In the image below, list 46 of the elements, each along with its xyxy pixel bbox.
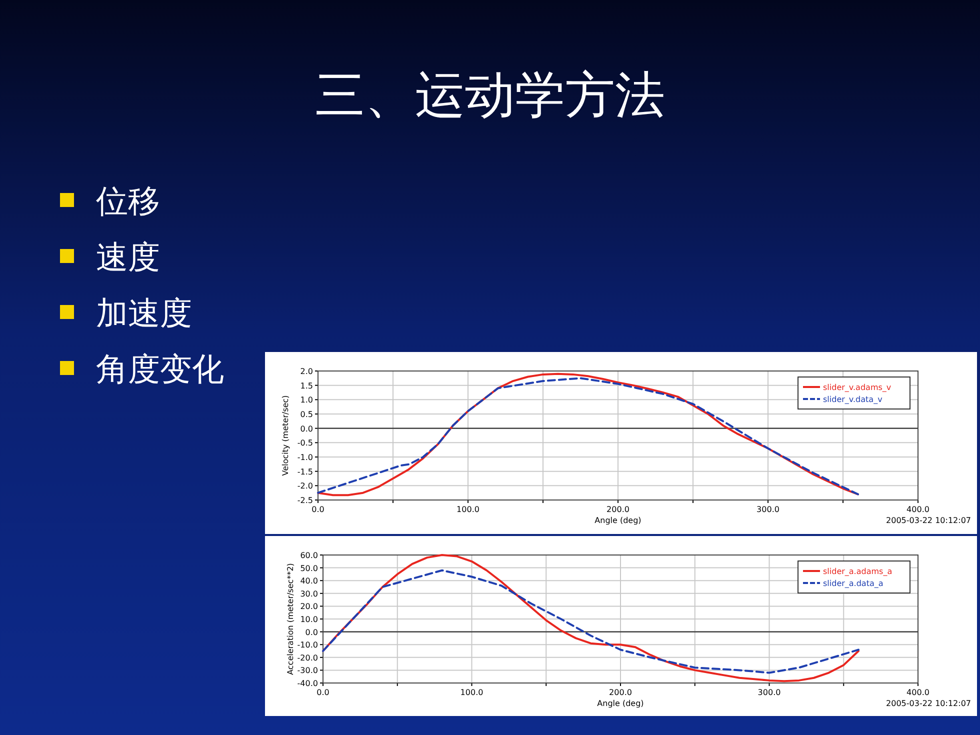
legend-label: slider_a.adams_a	[823, 567, 892, 576]
text: 角度变化	[96, 350, 224, 388]
y-tick-label: 1.5	[300, 381, 313, 390]
text: 速度	[96, 238, 160, 276]
y-tick-label: 2.0	[300, 367, 313, 376]
x-tick-label: 300.0	[758, 688, 781, 697]
x-tick-label: 0.0	[316, 688, 330, 697]
y-axis-title: Velocity (meter/sec)	[281, 395, 290, 476]
y-tick-label: -1.5	[297, 467, 313, 476]
x-tick-label: 100.0	[456, 505, 480, 514]
y-tick-label: -30.0	[297, 666, 318, 676]
x-tick-label: 200.0	[609, 688, 632, 697]
x-tick-label: 100.0	[460, 688, 484, 697]
y-tick-label: -2.5	[297, 496, 313, 505]
legend-label: slider_a.data_a	[823, 579, 884, 588]
y-tick-label: -2.0	[297, 482, 313, 491]
y-tick-label: -10.0	[297, 640, 318, 650]
x-tick-label: 400.0	[906, 505, 930, 514]
y-tick-label: 0.0	[300, 424, 313, 434]
x-tick-label: 200.0	[606, 505, 630, 514]
y-tick-label: 20.0	[300, 602, 318, 612]
y-tick-label: -1.0	[297, 453, 313, 462]
y-tick-label: -40.0	[297, 679, 318, 688]
x-axis-title: Angle (deg)	[594, 516, 642, 525]
y-tick-label: 60.0	[300, 551, 318, 560]
text: 位移	[96, 182, 160, 220]
y-tick-label: 1.0	[300, 396, 313, 405]
x-tick-label: 300.0	[756, 505, 780, 514]
y-axis-title: Acceleration (meter/sec**2)	[286, 563, 295, 675]
y-tick-label: -20.0	[297, 653, 318, 662]
y-tick-label: 30.0	[300, 589, 318, 598]
text: 三、运动学方法	[315, 66, 665, 124]
y-tick-label: 0.5	[300, 410, 313, 419]
x-tick-label: 400.0	[906, 688, 930, 697]
text: 2005-03-22 10:12:07	[886, 699, 971, 708]
x-tick-label: 0.0	[312, 505, 324, 514]
legend-label: slider_v.adams_v	[823, 383, 892, 392]
x-axis-title: Angle (deg)	[597, 699, 644, 708]
y-tick-label: 0.0	[305, 628, 318, 637]
text: 加速度	[96, 294, 192, 332]
text: 2005-03-22 10:12:07	[886, 516, 971, 525]
y-tick-label: -0.5	[297, 438, 313, 448]
y-tick-label: 10.0	[300, 615, 318, 624]
y-tick-label: 40.0	[300, 576, 318, 586]
y-tick-label: 50.0	[300, 564, 318, 573]
legend-label: slider_v.data_v	[823, 395, 883, 404]
